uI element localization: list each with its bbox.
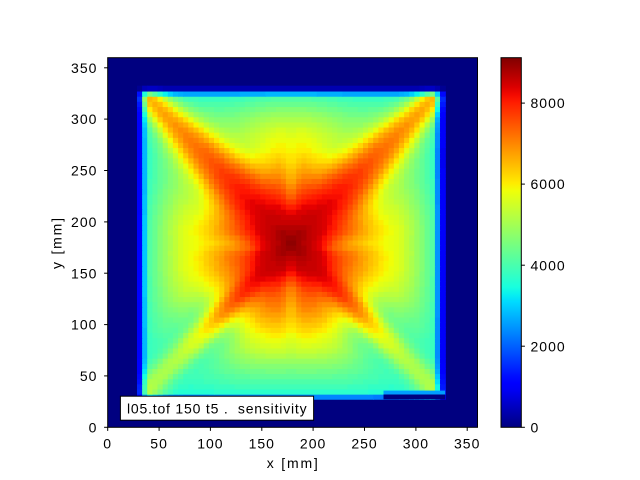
svg-text:2000: 2000 [531, 338, 566, 354]
svg-text:350: 350 [454, 435, 480, 451]
svg-text:350: 350 [71, 60, 97, 76]
svg-text:0: 0 [531, 419, 540, 435]
svg-text:150: 150 [71, 265, 97, 281]
svg-text:250: 250 [351, 435, 377, 451]
svg-text:200: 200 [71, 214, 97, 230]
svg-text:8000: 8000 [531, 95, 566, 111]
svg-text:50: 50 [150, 435, 168, 451]
svg-text:100: 100 [71, 317, 97, 333]
svg-text:l05.tof 150 t5 . sensitivity: l05.tof 150 t5 . sensitivity [127, 400, 307, 416]
svg-text:300: 300 [403, 435, 429, 451]
svg-text:0: 0 [103, 435, 112, 451]
svg-text:4000: 4000 [531, 257, 566, 273]
svg-text:100: 100 [197, 435, 223, 451]
svg-text:0: 0 [89, 419, 98, 435]
svg-text:6000: 6000 [531, 176, 566, 192]
svg-text:x [mm]: x [mm] [267, 455, 320, 471]
svg-text:y [mm]: y [mm] [49, 216, 65, 269]
svg-text:250: 250 [71, 163, 97, 179]
svg-text:200: 200 [300, 435, 326, 451]
svg-text:50: 50 [80, 368, 98, 384]
svg-text:150: 150 [249, 435, 275, 451]
svg-text:300: 300 [71, 111, 97, 127]
